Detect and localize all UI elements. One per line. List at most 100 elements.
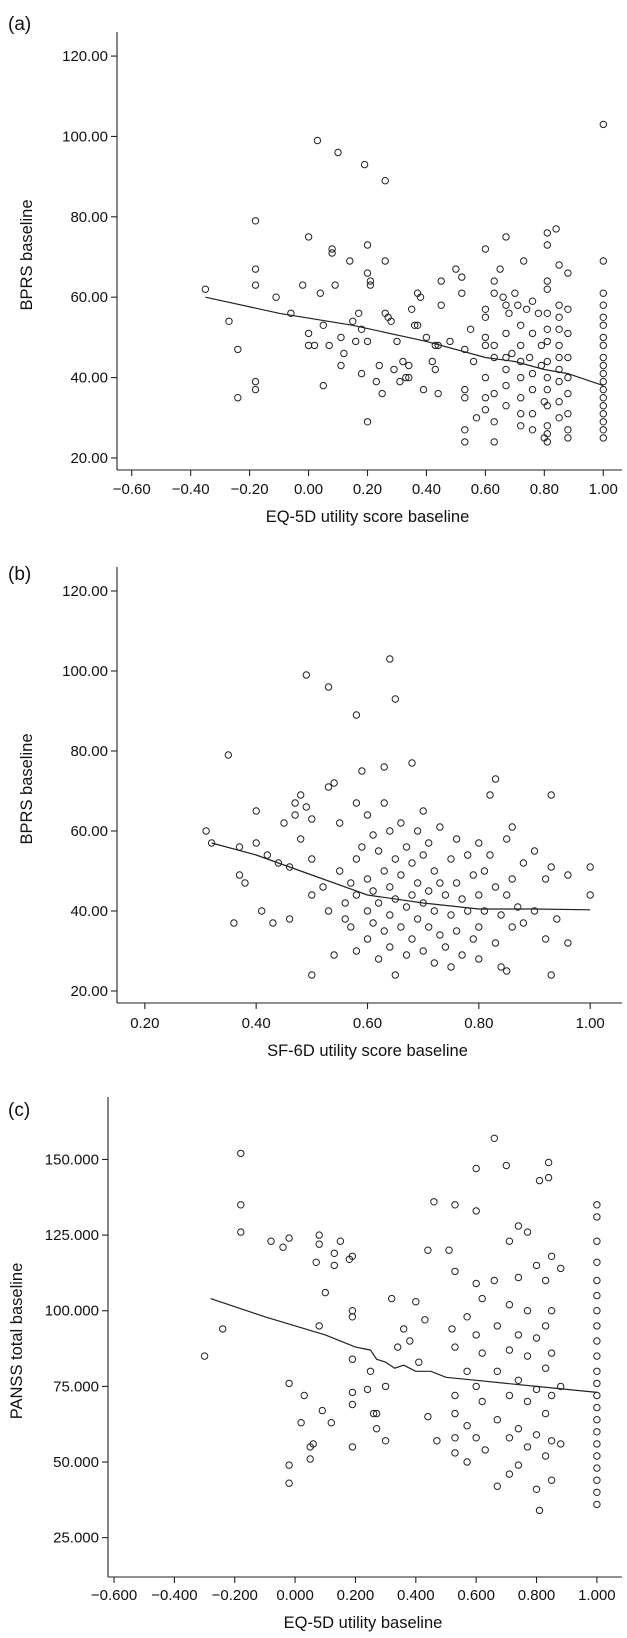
data-point <box>316 289 324 297</box>
data-point <box>302 803 310 811</box>
data-point <box>308 971 316 979</box>
data-point <box>363 269 372 277</box>
data-point <box>514 1222 523 1230</box>
data-point <box>472 1434 480 1442</box>
data-point <box>564 871 572 879</box>
data-point <box>599 385 607 394</box>
data-point <box>586 863 594 871</box>
x-tick-label: 0.800 <box>518 1587 556 1604</box>
data-point <box>380 927 388 935</box>
data-point <box>564 353 572 362</box>
data-point <box>508 823 516 831</box>
data-point <box>419 851 427 859</box>
data-point <box>490 353 498 362</box>
data-point <box>472 1207 480 1215</box>
data-point <box>472 1164 480 1173</box>
data-point <box>324 683 333 691</box>
data-point <box>593 1352 601 1360</box>
data-point <box>306 1455 314 1463</box>
data-point <box>251 377 260 386</box>
data-point <box>336 1237 345 1245</box>
data-point <box>490 418 498 426</box>
data-point <box>486 791 494 799</box>
data-point <box>535 1176 544 1185</box>
data-point <box>555 261 563 269</box>
data-point <box>381 1437 390 1445</box>
data-point <box>541 1364 550 1372</box>
data-point <box>430 907 438 915</box>
y-tick-label: 150.000 <box>45 1151 99 1168</box>
data-point <box>330 779 338 787</box>
x-tick-label: −0.600 <box>91 1587 137 1604</box>
data-point <box>541 935 550 943</box>
data-point <box>555 353 563 362</box>
data-point <box>599 257 607 265</box>
y-axis-title: PANSS total baseline <box>8 1263 26 1420</box>
data-point <box>458 289 466 297</box>
data-point <box>557 1264 565 1273</box>
data-point <box>341 899 349 907</box>
data-point <box>451 1449 459 1457</box>
data-point <box>543 357 551 366</box>
data-point <box>447 963 455 971</box>
data-point <box>428 357 436 366</box>
data-point <box>352 711 361 719</box>
data-point <box>348 1307 357 1315</box>
data-point <box>358 767 366 775</box>
data-point <box>463 1313 471 1321</box>
chart-panel-3: (c) 25.000 50.000 75.000 100.000 125.000 150.0… <box>8 1097 622 1632</box>
data-point <box>413 915 422 923</box>
data-point <box>599 301 607 309</box>
y-tick-label: 60.00 <box>70 289 108 306</box>
data-point <box>543 229 551 237</box>
y-tick-label: 100.00 <box>62 663 108 680</box>
data-point <box>425 923 433 931</box>
data-point <box>336 867 344 875</box>
data-point <box>544 1173 553 1182</box>
data-point <box>541 1409 550 1418</box>
data-point <box>599 377 607 386</box>
data-point <box>352 947 361 955</box>
data-point <box>472 1382 480 1391</box>
data-point <box>374 899 383 907</box>
data-point <box>348 1443 357 1451</box>
data-point <box>493 1367 501 1376</box>
data-point <box>461 438 469 446</box>
data-point <box>472 1331 480 1339</box>
data-point <box>319 321 327 329</box>
y-tick-label: 20.00 <box>70 450 108 467</box>
data-point <box>416 293 425 301</box>
data-point <box>308 891 316 899</box>
x-tick-label: −0.200 <box>212 1587 258 1604</box>
data-point <box>481 245 490 253</box>
data-point <box>372 1425 381 1433</box>
data-point <box>599 333 607 342</box>
data-point <box>234 394 242 402</box>
data-point <box>285 1379 293 1388</box>
data-point <box>337 333 345 342</box>
data-point <box>448 1325 456 1333</box>
data-point <box>408 859 416 867</box>
data-point <box>491 883 500 891</box>
data-point <box>452 879 461 887</box>
data-point <box>517 341 525 350</box>
data-point <box>300 1391 308 1400</box>
data-point <box>599 289 607 297</box>
data-point <box>412 1298 420 1306</box>
data-point <box>505 309 513 317</box>
data-point <box>463 1458 471 1466</box>
data-point <box>425 839 433 847</box>
data-point <box>291 799 299 807</box>
data-point <box>421 1316 429 1324</box>
data-point <box>358 843 366 851</box>
data-point <box>481 373 490 382</box>
data-point <box>304 329 313 338</box>
data-point <box>452 835 461 843</box>
data-point <box>224 751 233 759</box>
data-point <box>366 277 375 285</box>
data-point <box>237 1149 245 1158</box>
data-point <box>555 377 563 386</box>
data-point <box>543 438 551 446</box>
data-point <box>405 361 413 370</box>
